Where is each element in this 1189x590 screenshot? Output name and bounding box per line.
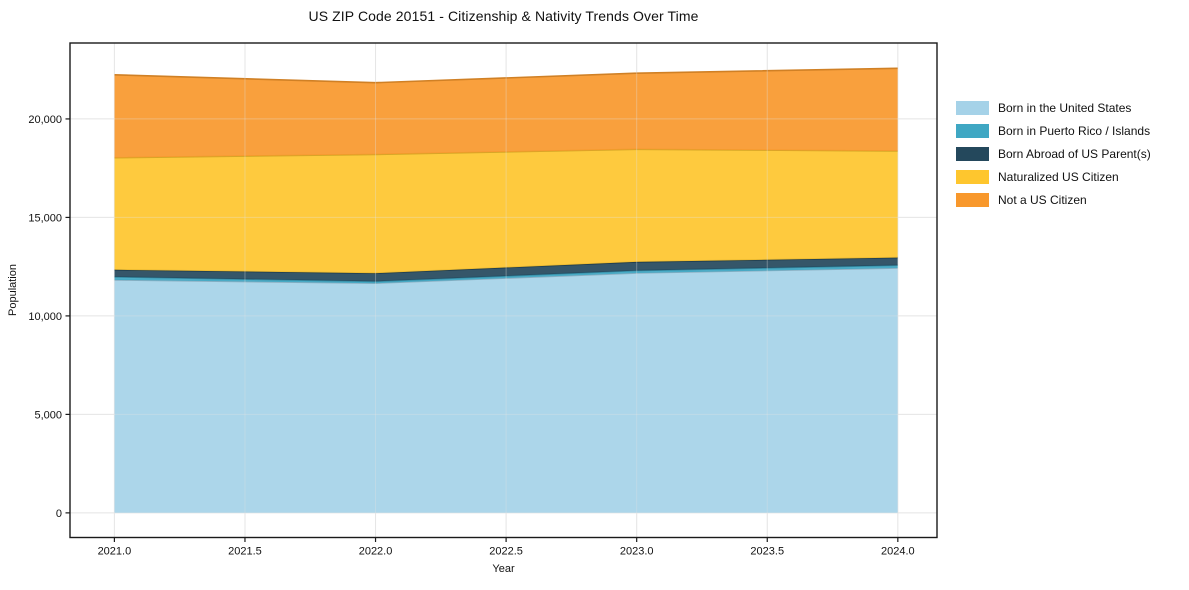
area-3	[114, 149, 898, 274]
legend-item: Born in the United States	[956, 101, 1151, 115]
area-4	[114, 68, 898, 158]
y-tick-label: 5,000	[34, 409, 62, 421]
y-tick-label: 20,000	[28, 114, 62, 126]
legend-item: Born Abroad of US Parent(s)	[956, 147, 1151, 161]
y-tick-label: 0	[56, 508, 62, 520]
legend-swatch	[956, 147, 989, 161]
axis-ticks	[65, 118, 899, 542]
legend-label: Naturalized US Citizen	[998, 170, 1119, 184]
tick-labels: 2021.0 2021.5 2022.0 2022.5 2023.0 2023.5 2024…	[28, 114, 914, 558]
legend: Born in the United States Born in Puerto…	[956, 101, 1151, 207]
legend-swatch	[956, 101, 989, 115]
area-0	[114, 268, 898, 513]
legend-label: Born in the United States	[998, 101, 1132, 115]
x-tick-label: 2024.0	[881, 546, 915, 558]
gridlines-overlay	[70, 43, 937, 538]
x-tick-label: 2021.5	[228, 546, 262, 558]
legend-item: Naturalized US Citizen	[956, 170, 1151, 184]
legend-item: Born in Puerto Rico / Islands	[956, 124, 1151, 138]
x-tick-label: 2022.5	[489, 546, 523, 558]
x-tick-label: 2023.0	[620, 546, 654, 558]
area-2	[114, 257, 898, 282]
y-tick-label: 15,000	[28, 212, 62, 224]
legend-item: Not a US Citizen	[956, 193, 1151, 207]
area-edge-4	[114, 67, 898, 84]
x-tick-label: 2022.0	[359, 546, 393, 558]
x-tick-label: 2023.5	[750, 546, 784, 558]
legend-swatch	[956, 193, 989, 207]
legend-label: Born Abroad of US Parent(s)	[998, 147, 1151, 161]
chart-title: US ZIP Code 20151 - Citizenship & Nativi…	[308, 8, 699, 24]
legend-swatch	[956, 124, 989, 138]
legend-swatch	[956, 170, 989, 184]
y-tick-label: 10,000	[28, 311, 62, 323]
legend-label: Not a US Citizen	[998, 193, 1087, 207]
plot-border	[69, 42, 938, 539]
area-series	[114, 67, 898, 513]
x-axis-label: Year	[492, 563, 515, 575]
x-tick-label: 2021.0	[98, 546, 132, 558]
y-axis-label: Population	[7, 264, 19, 316]
legend-label: Born in Puerto Rico / Islands	[998, 124, 1151, 138]
